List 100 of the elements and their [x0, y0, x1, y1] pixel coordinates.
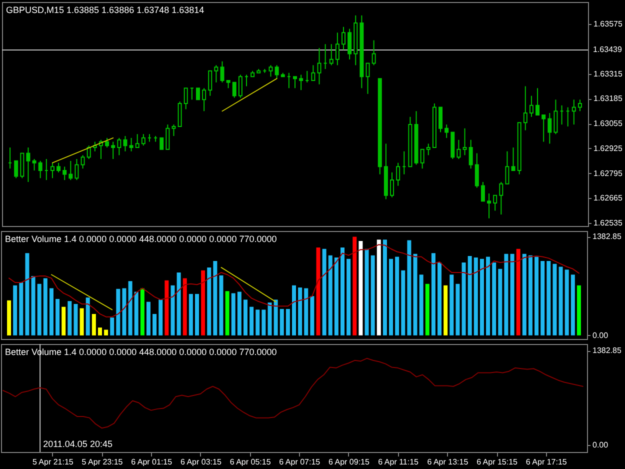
- bar: [340, 247, 345, 336]
- y-tick-label: 1.62795: [594, 168, 623, 178]
- candlestick: [329, 44, 334, 66]
- candlestick: [420, 148, 424, 170]
- candlestick: [396, 162, 400, 186]
- bar: [334, 257, 338, 336]
- x-tick-label: 6 Apr 07:15: [279, 458, 321, 466]
- x-tick-label: 6 Apr 03:15: [180, 458, 222, 466]
- bar: [92, 314, 96, 336]
- candlestick: [529, 95, 534, 118]
- bar: [504, 254, 508, 336]
- bar: [98, 328, 102, 336]
- bar: [146, 302, 150, 336]
- bar: [25, 253, 30, 336]
- bar: [80, 308, 84, 336]
- candlestick: [390, 172, 394, 198]
- candlestick: [172, 124, 176, 137]
- bar: [43, 278, 48, 336]
- candlestick: [20, 152, 24, 179]
- bar: [528, 255, 532, 336]
- bar: [164, 280, 169, 336]
- bar: [292, 285, 296, 336]
- bar: [456, 284, 460, 336]
- bar: [56, 298, 60, 336]
- bar: [122, 288, 126, 336]
- candlestick: [335, 32, 340, 66]
- candlestick: [372, 40, 376, 66]
- x-tick-label: 6 Apr 15:15: [476, 458, 518, 466]
- bar: [522, 254, 526, 336]
- candlestick: [123, 136, 128, 152]
- candlestick: [166, 124, 170, 150]
- x-tick-label: 6 Apr 13:15: [427, 458, 469, 466]
- bar: [395, 256, 400, 336]
- bar: [194, 294, 199, 336]
- candlestick: [202, 88, 206, 112]
- bar: [498, 268, 502, 336]
- candlestick: [129, 137, 134, 152]
- bar: [304, 288, 308, 336]
- bar: [37, 284, 42, 336]
- candlestick: [311, 64, 316, 81]
- bar: [170, 285, 175, 336]
- bar: [298, 288, 302, 336]
- bar: [425, 284, 430, 336]
- bar: [364, 248, 369, 336]
- y-tick-label: 1.62665: [594, 194, 623, 203]
- bar: [486, 256, 490, 336]
- bar: [401, 270, 406, 336]
- bar: [552, 264, 557, 336]
- y-tick-label: 1.63575: [594, 20, 623, 29]
- bar: [280, 308, 284, 336]
- y-tick-label: 0.00: [592, 330, 609, 340]
- ref-line-label: 1.63439: [593, 45, 622, 54]
- candlestick: [462, 128, 467, 156]
- bar: [182, 278, 187, 336]
- candlestick: [480, 181, 485, 202]
- bar: [74, 304, 78, 336]
- bar: [13, 285, 18, 336]
- bar: [140, 288, 144, 336]
- candlestick: [32, 158, 36, 171]
- candlestick: [68, 160, 73, 181]
- bar: [358, 241, 363, 336]
- y-tick-label: 1382.85: [592, 346, 622, 356]
- candlestick: [523, 86, 528, 131]
- candlestick: [426, 143, 430, 156]
- bar: [564, 270, 569, 336]
- bar: [225, 291, 230, 336]
- candlestick: [511, 147, 516, 171]
- bar: [540, 261, 545, 336]
- candlestick: [178, 101, 182, 127]
- candlestick: [542, 114, 546, 142]
- y-tick-label: 1.63055: [594, 119, 623, 128]
- bar: [201, 270, 206, 336]
- candlestick: [493, 194, 498, 212]
- candlestick: [160, 137, 164, 150]
- bar: [19, 282, 24, 336]
- bar: [134, 292, 138, 336]
- x-tick-label: 6 Apr 01:15: [131, 458, 173, 466]
- bar: [110, 318, 114, 336]
- line-series: [2, 358, 584, 429]
- ref-line-label: 2011.04.05 20:45: [43, 439, 112, 449]
- candlestick: [26, 147, 30, 182]
- candlestick: [274, 64, 279, 80]
- bar: [310, 296, 314, 336]
- candlestick: [184, 88, 188, 110]
- bar: [570, 274, 575, 336]
- bar: [370, 255, 375, 336]
- candlestick: [50, 162, 54, 179]
- bar: [128, 281, 132, 336]
- candlestick: [238, 74, 242, 98]
- bar: [62, 306, 66, 336]
- candlestick: [317, 47, 322, 85]
- candlestick: [578, 99, 582, 112]
- bar: [468, 256, 472, 336]
- candlestick: [86, 145, 91, 160]
- bar: [268, 302, 272, 336]
- bar: [492, 262, 496, 336]
- candlestick: [499, 181, 504, 216]
- candlestick: [366, 62, 370, 94]
- bar: [352, 236, 357, 336]
- bar: [286, 308, 290, 336]
